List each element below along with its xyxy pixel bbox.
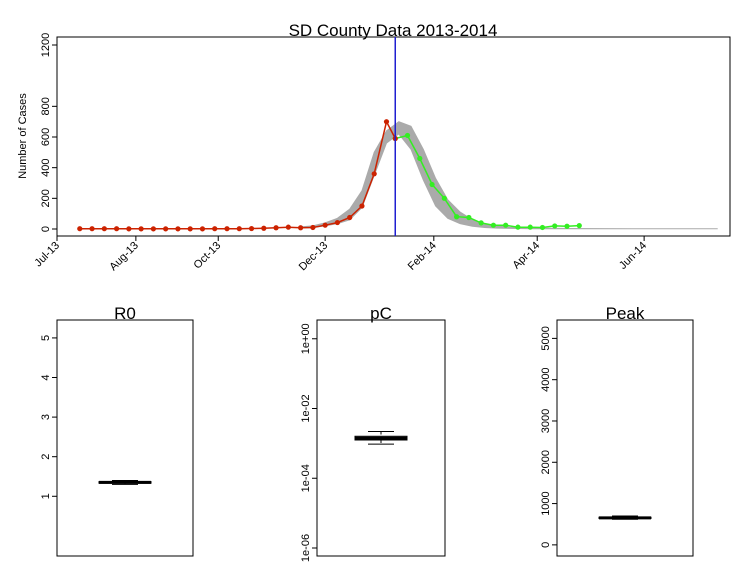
future-observed-point xyxy=(490,222,496,228)
observed-point xyxy=(310,224,316,231)
future-observed-point xyxy=(429,181,435,188)
future-observed-point xyxy=(527,224,533,230)
box-plot-frame xyxy=(56,319,194,557)
observed-point xyxy=(236,226,242,232)
observed-point xyxy=(298,225,304,231)
observed-point xyxy=(187,226,193,232)
observed-point xyxy=(199,226,206,232)
pc-boxplot-panel: pC 1e-06 1e-04 1e-02 1e+00 xyxy=(300,304,446,562)
x-tick-label: Dec-13 xyxy=(297,240,331,274)
r0-boxplot-panel: R0 1 2 3 4 5 xyxy=(40,304,194,557)
observed-point xyxy=(113,226,120,232)
box-y-tick-label: 5 xyxy=(40,335,52,341)
future-observed-point xyxy=(503,222,509,228)
future-observed-point xyxy=(466,214,472,221)
future-observed-point xyxy=(539,224,546,231)
box-plot-title: pC xyxy=(370,304,392,323)
y-tick-label: 200 xyxy=(40,189,52,207)
main-chart-title: SD County Data 2013-2014 xyxy=(289,21,498,40)
x-tick-label: Jun-14 xyxy=(617,240,649,272)
observed-point xyxy=(383,119,390,125)
x-tick-label: Aug-13 xyxy=(107,240,141,274)
box-y-tick-label: 4000 xyxy=(540,367,552,391)
cases-time-series-panel: SD County Data 2013-2014 Number of Cases… xyxy=(17,21,731,273)
projection-band xyxy=(300,121,718,230)
box-y-tick-label: 1e-04 xyxy=(300,464,312,492)
observed-point xyxy=(273,225,279,231)
future-observed-point xyxy=(453,214,460,220)
box-plot-frame xyxy=(556,319,694,557)
observed-point xyxy=(261,225,267,231)
box-y-tick-label: 2000 xyxy=(540,450,552,474)
box-y-tick-label: 1e-06 xyxy=(300,534,312,562)
box-plot-frame xyxy=(316,319,446,557)
observed-point xyxy=(248,225,255,232)
observed-point xyxy=(212,226,218,232)
box-y-tick-label: 5000 xyxy=(540,326,552,350)
future-observed-point xyxy=(441,195,447,201)
future-observed-point xyxy=(552,223,558,229)
observed-point xyxy=(150,226,156,232)
observed-point xyxy=(334,219,341,226)
x-tick-label: Apr-14 xyxy=(510,240,542,272)
y-tick-label: 400 xyxy=(40,158,52,176)
observed-point xyxy=(175,226,181,232)
main-y-axis: 0 200 400 600 800 1200 xyxy=(40,33,57,232)
future-observed-line xyxy=(395,134,580,229)
observed-point xyxy=(101,226,107,232)
box-y-tick-label: 1 xyxy=(40,493,52,499)
observed-point xyxy=(285,224,291,230)
main-x-axis: Jul-13 Aug-13 Oct-13 Dec-13 Feb-14 Apr-14 Jun-… xyxy=(32,236,649,273)
observed-point xyxy=(138,226,144,232)
x-tick-label: Oct-13 xyxy=(192,240,224,272)
observed-point xyxy=(77,226,83,232)
peak-boxplot-panel: Peak 0 1000 2000 3000 4000 5000 xyxy=(540,304,694,557)
future-observed-point xyxy=(564,223,570,229)
box-plot-title: R0 xyxy=(114,304,136,323)
future-observed-point xyxy=(417,155,423,162)
future-observed-point xyxy=(576,223,582,229)
future-observed-point xyxy=(404,132,411,139)
box-plot-title: Peak xyxy=(606,304,645,323)
y-axis-label: Number of Cases xyxy=(17,93,29,179)
box-y-tick-label: 2 xyxy=(40,454,52,460)
y-tick-label: 0 xyxy=(40,226,52,232)
observed-point xyxy=(359,203,365,209)
box-y-tick-label: 3 xyxy=(40,414,52,420)
x-tick-label: Feb-14 xyxy=(406,240,439,273)
observed-point xyxy=(371,171,377,177)
box-y-tick-label: 1e+00 xyxy=(300,323,312,354)
box-y-tick-label: 1e-02 xyxy=(300,394,312,422)
box-y-tick-label: 0 xyxy=(540,542,552,548)
box-y-tick-label: 3000 xyxy=(540,409,552,433)
observed-point xyxy=(163,226,169,232)
projection-band-area xyxy=(300,121,718,230)
y-tick-label: 600 xyxy=(40,128,52,146)
x-tick-label: Jul-13 xyxy=(32,240,62,270)
observed-point xyxy=(224,226,230,232)
observed-point xyxy=(322,222,328,228)
y-tick-label: 800 xyxy=(40,97,52,115)
observed-point xyxy=(347,214,353,221)
observed-point xyxy=(126,226,132,232)
box-y-tick-label: 4 xyxy=(40,374,52,380)
future-observed-point xyxy=(515,224,521,230)
y-tick-label: 1200 xyxy=(40,33,52,57)
observed-point xyxy=(89,226,95,232)
box-y-tick-label: 1000 xyxy=(540,491,552,515)
future-observed-point xyxy=(478,220,484,226)
series-lines xyxy=(77,37,582,236)
